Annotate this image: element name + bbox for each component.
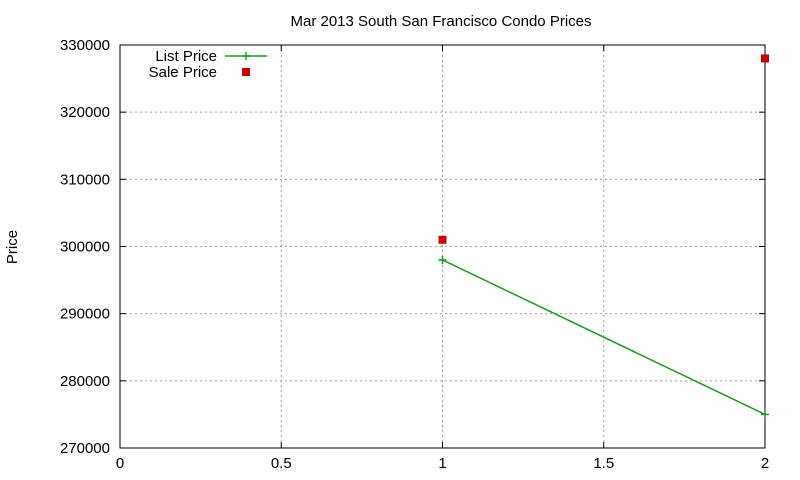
x-tick-label: 0 [116,455,124,472]
series [438,54,769,419]
y-tick-label: 320000 [60,104,110,121]
data-point [761,54,769,63]
y-tick-label: 280000 [60,373,110,390]
x-tick-label: 1 [438,455,446,472]
legend-swatch-marker [242,52,250,60]
y-tick-label: 290000 [60,306,110,323]
chart-title: Mar 2013 South San Francisco Condo Price… [291,13,592,30]
y-axis-label: Price [4,230,21,264]
grid [120,45,765,448]
y-tick-label: 330000 [60,37,110,54]
y-tick-label: 310000 [60,171,110,188]
y-tick-label: 300000 [60,239,110,256]
x-tick-label: 2 [761,455,769,472]
y-tick-label: 270000 [60,440,110,457]
series-line [442,259,766,416]
x-tick-label: 1.5 [593,455,614,472]
axes: 0 0.5 1 1.5 2 270000 280000 290000 300000 310000 3… [60,37,769,472]
series-sale-price [438,54,769,244]
data-point [761,410,769,419]
legend-label: Sale Price [149,64,217,81]
x-tick-label: 0.5 [271,455,292,472]
legend-swatch-marker [242,68,250,76]
legend-label: List Price [155,48,217,65]
data-point [438,235,447,244]
data-point [438,255,447,264]
series-list-price [438,255,769,419]
